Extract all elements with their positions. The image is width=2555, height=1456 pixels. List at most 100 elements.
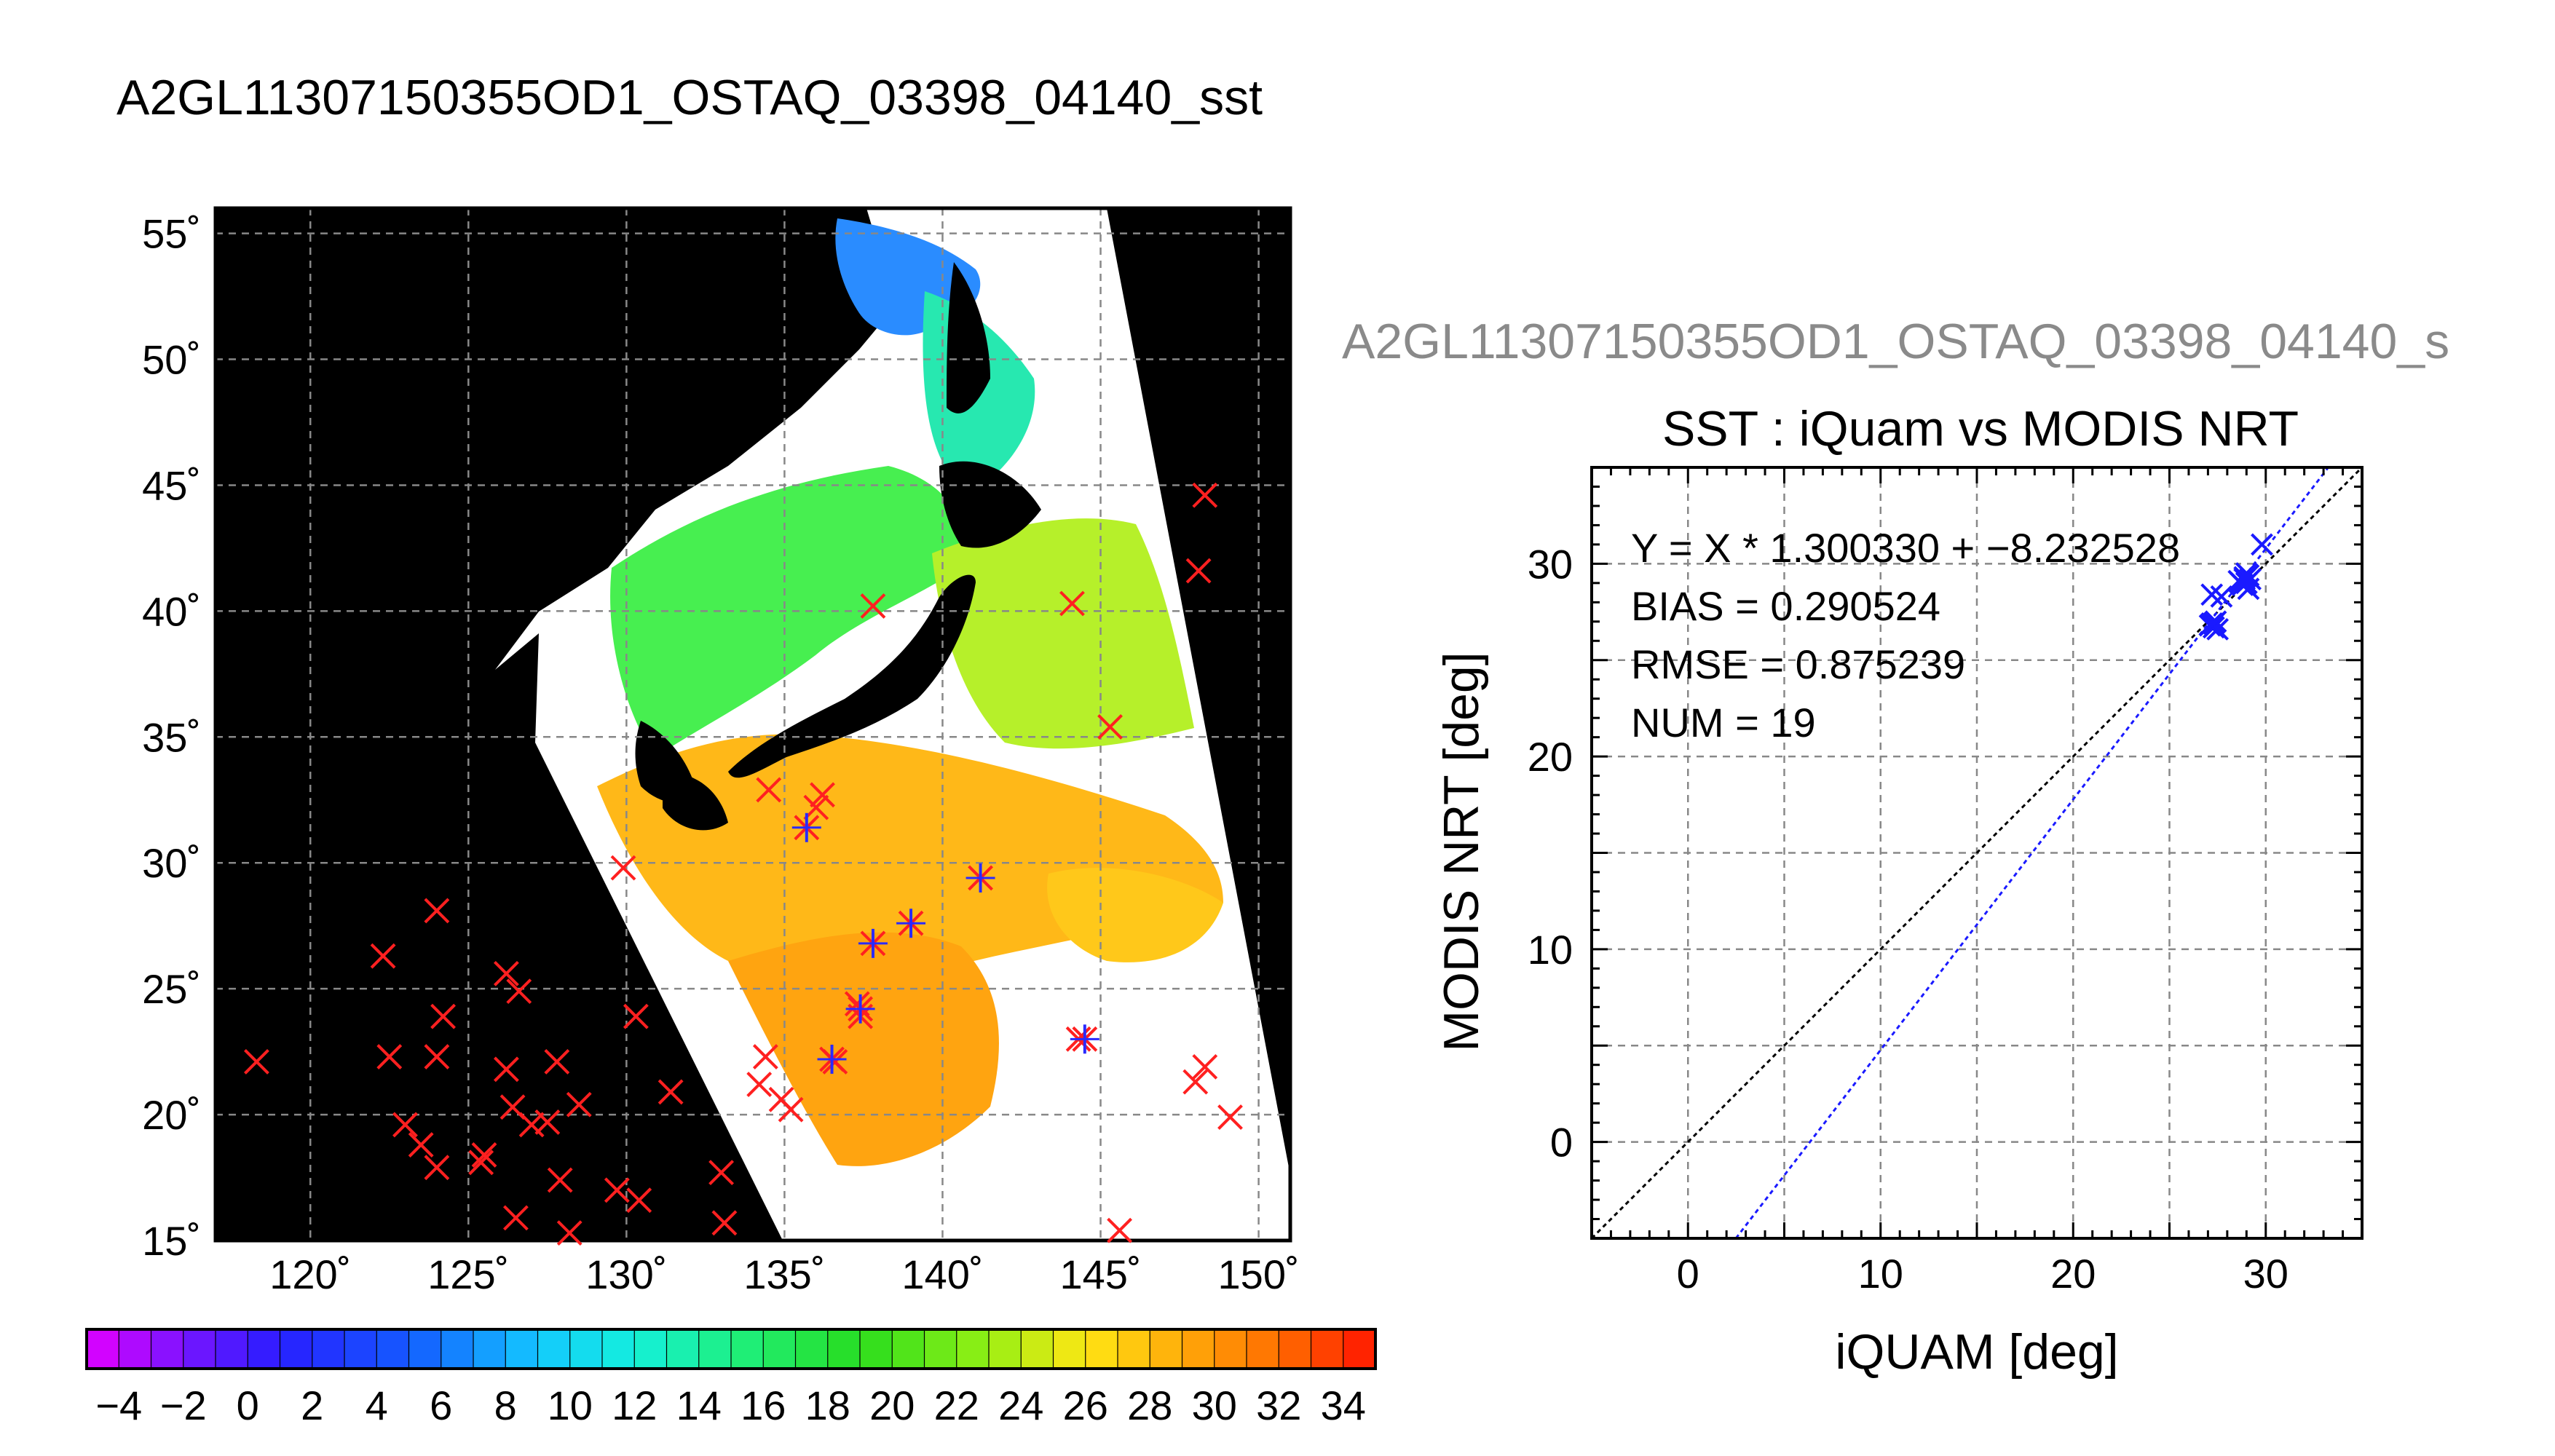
colorbar-cell: [827, 1329, 861, 1369]
matchup-star-marker: [858, 928, 888, 958]
colorbar-tick-label: 4: [366, 1382, 388, 1428]
map-x-tick-label: 125˚: [427, 1251, 509, 1297]
matchup-marker: [506, 978, 532, 1005]
colorbar-tick-label: 26: [1063, 1382, 1108, 1428]
colorbar-cell: [279, 1329, 313, 1369]
map-y-tick-label: 20˚: [142, 1092, 201, 1138]
colorbar-cell: [601, 1329, 636, 1369]
scatter-x-tick-label: 30: [2243, 1251, 2289, 1297]
matchup-marker: [810, 782, 835, 808]
sst-sea-of-japan: [610, 466, 965, 757]
map-y-tick-label: 55˚: [142, 211, 201, 257]
map-x-tick-label: 135˚: [743, 1251, 825, 1297]
map-y-tick-label: 35˚: [142, 714, 201, 760]
matchup-marker: [244, 1049, 269, 1075]
colorbar-tick-label: 0: [237, 1382, 259, 1428]
matchup-marker: [534, 1109, 561, 1135]
colorbar-tick-label: 14: [676, 1382, 722, 1428]
matchup-marker: [708, 1160, 735, 1186]
matchup-star-marker: [791, 812, 821, 842]
matchup-marker: [1185, 558, 1212, 584]
map-y-tick-label: 45˚: [142, 462, 201, 508]
colorbar-tick-label: 6: [430, 1382, 452, 1428]
matchup-marker: [604, 1177, 630, 1203]
colorbar-cell: [956, 1329, 990, 1369]
colorbar-labels: −4 −2 0 2 4 6 8 10 12 14 16 18 20 22 24 26 28 30 32 34: [95, 1382, 1366, 1428]
matchup-marker: [518, 1112, 545, 1138]
colorbar-cell: [1343, 1329, 1377, 1369]
matchup-marker: [424, 1155, 450, 1181]
colorbar-tick-label: 24: [998, 1382, 1043, 1428]
matchup-star-marker: [896, 909, 926, 938]
scatter-y-tick-label: 0: [1550, 1120, 1573, 1166]
colorbar-cells: [86, 1329, 1377, 1369]
matchup-marker: [803, 794, 829, 820]
map-ticks: 120˚ 125˚ 130˚ 135˚ 140˚ 145˚ 150˚ 15˚ 20˚ 25˚ 30˚…: [142, 211, 1300, 1297]
matchup-marker: [376, 1044, 403, 1069]
map-x-tick-label: 140˚: [901, 1251, 983, 1297]
matchup-star-marker: [965, 863, 995, 893]
matchup-marker: [1182, 1069, 1209, 1095]
matchup-marker: [556, 1220, 583, 1246]
colorbar-tick-label: 12: [612, 1382, 657, 1428]
matchup-marker: [424, 1044, 450, 1069]
stat-bias: BIAS = 0.290524: [1631, 583, 1941, 629]
map-x-tick-label: 120˚: [269, 1251, 351, 1297]
colorbar-tick-label: 2: [301, 1382, 323, 1428]
matchup-marker: [1192, 1053, 1218, 1080]
colorbar-tick-label: 16: [741, 1382, 786, 1428]
matchup-marker: [746, 1072, 773, 1097]
matchup-marker: [502, 1205, 529, 1231]
scatter-x-tick-label: 0: [1677, 1251, 1699, 1297]
matchup-marker: [657, 1079, 684, 1105]
colorbar-tick-label: 28: [1127, 1382, 1172, 1428]
scatter-x-tick-label: 20: [2050, 1251, 2096, 1297]
map-y-tick-label: 40˚: [142, 588, 201, 634]
x-axis-label: iQUAM [deg]: [1835, 1324, 2118, 1380]
sst-pacific-south: [728, 932, 999, 1166]
colorbar-cell: [569, 1329, 604, 1369]
matchup-marker: [778, 1096, 804, 1123]
chart-title: A2GL11307150355OD1_OSTAQ_03398_04140_sst: [117, 70, 1263, 125]
matchup-marker: [566, 1091, 592, 1117]
colorbar-tick-label: 10: [548, 1382, 593, 1428]
matchup-marker: [471, 1142, 497, 1168]
scatter-subtitle: A2GL11307150355OD1_OSTAQ_03398_04140_s: [1342, 314, 2450, 369]
colorbar-cell: [666, 1329, 700, 1369]
swath-no-data: [495, 208, 1290, 1241]
matchup-marker: [424, 898, 450, 924]
matchup-marker: [610, 855, 636, 881]
matchup-marker: [711, 1210, 738, 1236]
matchup-marker: [544, 1049, 570, 1075]
stat-num: NUM = 19: [1631, 700, 1816, 745]
matchup-marker: [1107, 1217, 1132, 1243]
colorbar-cell: [859, 1329, 893, 1369]
map-y-tick-label: 30˚: [142, 840, 201, 886]
colorbar-tick-label: 20: [869, 1382, 915, 1428]
colorbar-tick-label: 30: [1192, 1382, 1237, 1428]
y-axis-label: MODIS NRT [deg]: [1434, 652, 1489, 1051]
scatter-point: [2235, 562, 2258, 585]
map-y-tick-label: 25˚: [142, 966, 201, 1012]
matchup-marker: [623, 1003, 649, 1029]
map-x-tick-label: 145˚: [1059, 1251, 1141, 1297]
matchup-marker: [493, 1056, 519, 1083]
map-frame: [213, 206, 1292, 1243]
land-japan-honshu: [728, 574, 976, 778]
matchup-marker: [626, 1187, 652, 1214]
scatter-title: SST : iQuam vs MODIS NRT: [1662, 401, 2299, 456]
sst-east-patch: [1047, 868, 1223, 962]
colorbar-cell: [247, 1329, 281, 1369]
sst-pacific-north: [932, 518, 1194, 749]
matchup-marker: [752, 1044, 778, 1069]
scatter-ticks: 0 10 20 30 0 10 20 30: [1528, 466, 2364, 1297]
matchup-marker: [392, 1112, 418, 1138]
land-hokkaido: [939, 461, 1041, 548]
scatter-point: [2251, 533, 2273, 556]
scatter-point: [2202, 612, 2225, 635]
matchup-marker: [430, 1003, 456, 1029]
colorbar-tick-label: 34: [1321, 1382, 1366, 1428]
matchup-marker: [860, 593, 886, 619]
